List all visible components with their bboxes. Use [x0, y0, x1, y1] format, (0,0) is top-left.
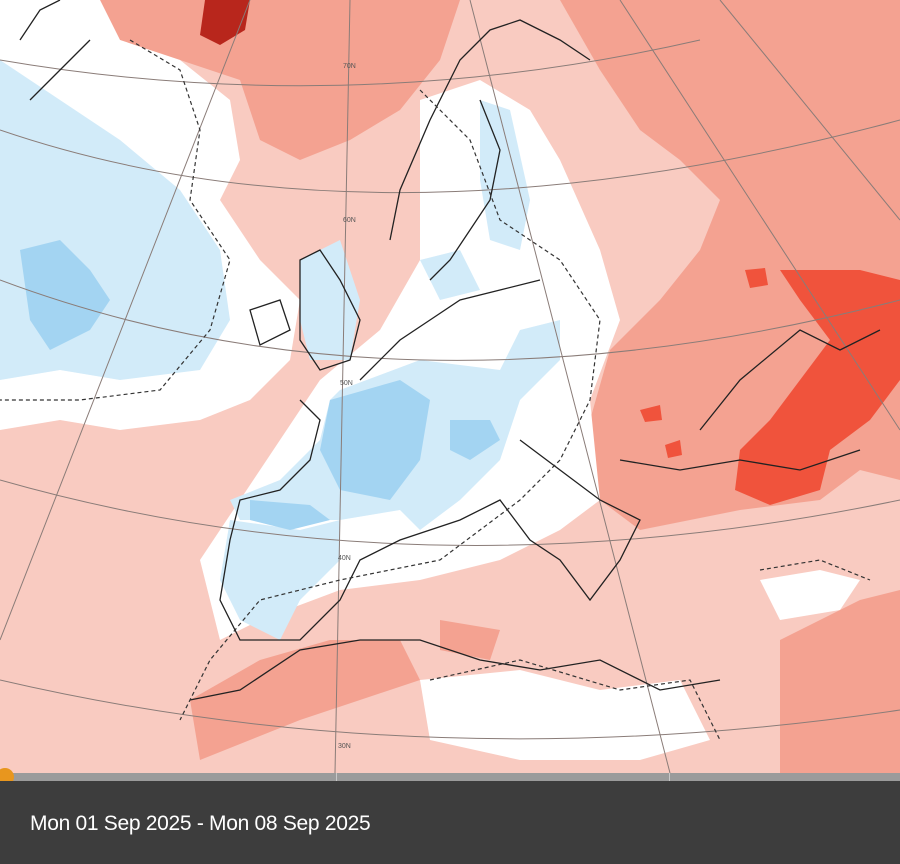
- lat-label-70n: 70N: [343, 63, 356, 70]
- lat-label-60n: 60N: [343, 217, 356, 224]
- timeline-slider[interactable]: [0, 768, 900, 786]
- strong-warm-anomaly-areas: [640, 268, 900, 505]
- date-range-label: Mon 01 Sep 2025 - Mon 08 Sep 2025: [30, 812, 371, 835]
- lat-label-30n: 30N: [338, 743, 351, 750]
- timeline-tick: [336, 773, 337, 781]
- temperature-anomaly-map[interactable]: 70N 60N 50N 40N 30N: [0, 0, 900, 773]
- cold-anomaly-areas: [20, 240, 500, 530]
- latitude-labels: 70N 60N 50N 40N 30N: [338, 63, 356, 750]
- footer-bar: Mon 01 Sep 2025 - Mon 08 Sep 2025: [0, 781, 900, 864]
- graticule: [0, 0, 900, 773]
- timeline-tick: [669, 773, 670, 781]
- coastlines: [19, 0, 881, 701]
- anomaly-contours: [0, 39, 871, 741]
- extreme-warm-area: [200, 0, 250, 45]
- lat-label-40n: 40N: [338, 555, 351, 562]
- lat-label-50n: 50N: [340, 380, 353, 387]
